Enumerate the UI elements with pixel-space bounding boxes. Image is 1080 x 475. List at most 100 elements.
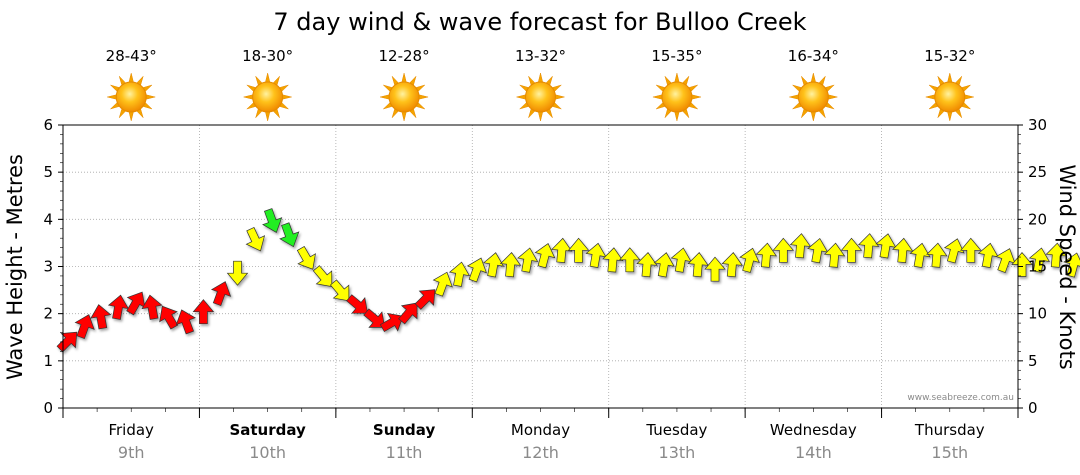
left-tick-label: 1 bbox=[43, 352, 53, 370]
wind-arrow bbox=[721, 252, 743, 278]
wind-arrow bbox=[346, 294, 369, 314]
left-axis-label: Wave Height - Metres bbox=[3, 154, 27, 380]
wind-arrow bbox=[517, 247, 539, 273]
wind-arrow bbox=[567, 237, 590, 263]
wind-arrow bbox=[414, 289, 436, 310]
wind-arrow bbox=[772, 237, 795, 263]
wind-arrow bbox=[857, 233, 880, 259]
right-tick-label: 25 bbox=[1028, 163, 1047, 181]
wind-arrow bbox=[704, 256, 726, 282]
wind-arrow bbox=[739, 247, 760, 273]
wind-arrow bbox=[755, 242, 778, 268]
wind-arrow bbox=[1045, 242, 1067, 268]
wind-arrow bbox=[602, 247, 624, 273]
wind-arrow bbox=[960, 237, 982, 263]
wind-arrow bbox=[126, 291, 146, 316]
day-name: Wednesday bbox=[770, 421, 857, 439]
wind-arrow bbox=[1011, 251, 1033, 277]
right-tick-label: 15 bbox=[1028, 258, 1047, 276]
wind-arrow bbox=[840, 237, 863, 263]
left-tick-label: 4 bbox=[43, 210, 53, 228]
wind-arrow bbox=[1063, 252, 1080, 278]
wind-arrow bbox=[90, 304, 112, 330]
wind-arrow bbox=[977, 242, 999, 269]
wind-arrow bbox=[551, 237, 573, 263]
watermark: www.seabreeze.com.au bbox=[907, 393, 1014, 403]
wind-arrow bbox=[807, 237, 829, 264]
day-temperature: 12-28° bbox=[379, 47, 430, 65]
wind-arrow bbox=[192, 299, 215, 325]
left-tick-label: 0 bbox=[43, 399, 53, 417]
wind-arrow bbox=[175, 309, 196, 335]
wind-arrow bbox=[398, 302, 418, 325]
day-temperature: 28-43° bbox=[106, 47, 157, 65]
wind-arrow bbox=[636, 252, 658, 278]
right-tick-label: 0 bbox=[1028, 399, 1038, 417]
wind-arrow bbox=[379, 312, 404, 333]
wind-arrow bbox=[789, 233, 812, 259]
wind-arrow bbox=[1028, 247, 1050, 273]
right-axis-ticks: 0 5 10 15 20 25 30 bbox=[1018, 116, 1047, 417]
chart-title: 7 day wind & wave forecast for Bulloo Cr… bbox=[273, 8, 806, 36]
right-tick-label: 20 bbox=[1028, 210, 1047, 228]
day-name: Sunday bbox=[373, 421, 436, 439]
sun-icon bbox=[789, 72, 838, 122]
wind-arrow bbox=[329, 279, 350, 302]
wind-arrow bbox=[585, 242, 607, 269]
wind-arrow bbox=[909, 242, 931, 269]
day-date: 14th bbox=[795, 443, 832, 462]
wind-arrow bbox=[466, 257, 487, 283]
left-tick-label: 2 bbox=[43, 305, 53, 323]
wind-arrow bbox=[363, 308, 386, 328]
sun-icon bbox=[243, 72, 292, 122]
day-date: 11th bbox=[386, 443, 423, 462]
wind-arrow bbox=[653, 252, 675, 278]
wind-arrow bbox=[279, 222, 300, 248]
bottom-axis: Friday 9th Saturday 10th Sunday 11th Monday 12t… bbox=[62, 408, 1019, 462]
wind-arrow bbox=[687, 252, 709, 278]
day-temperature-row: 28-43° 18-30° 12-28° 13-32° 15-35° 16-34° 15-3… bbox=[106, 47, 975, 122]
wind-arrow bbox=[534, 243, 556, 269]
day-date: 13th bbox=[659, 443, 696, 462]
sun-icon bbox=[380, 72, 429, 122]
right-tick-label: 5 bbox=[1028, 352, 1038, 370]
sun-icon bbox=[107, 72, 156, 122]
day-temperature: 15-35° bbox=[651, 47, 702, 65]
left-tick-label: 3 bbox=[43, 258, 53, 276]
sun-icon bbox=[925, 72, 974, 122]
wind-arrow bbox=[926, 242, 948, 268]
wind-arrow bbox=[670, 247, 692, 273]
wind-arrow bbox=[141, 294, 163, 320]
wind-arrow bbox=[296, 245, 316, 270]
wind-arrow bbox=[312, 265, 333, 288]
day-name: Friday bbox=[108, 421, 154, 439]
day-name: Tuesday bbox=[645, 421, 707, 439]
day-name: Saturday bbox=[229, 421, 306, 439]
wind-arrow bbox=[107, 294, 130, 320]
wind-arrow bbox=[210, 281, 232, 307]
left-tick-label: 5 bbox=[43, 163, 53, 181]
wind-arrow bbox=[943, 238, 965, 264]
wind-arrow bbox=[226, 260, 249, 286]
wind-arrow bbox=[432, 271, 453, 297]
left-tick-label: 6 bbox=[43, 116, 53, 134]
day-temperature: 15-32° bbox=[924, 47, 975, 65]
day-name: Monday bbox=[511, 421, 570, 439]
wind-arrow-series bbox=[56, 208, 1080, 353]
wind-arrow bbox=[262, 208, 283, 233]
day-date: 12th bbox=[522, 443, 559, 462]
day-date: 9th bbox=[118, 443, 145, 462]
day-temperature: 18-30° bbox=[242, 47, 293, 65]
day-date: 15th bbox=[931, 443, 968, 462]
wind-arrow bbox=[499, 252, 522, 278]
sun-icon bbox=[516, 72, 565, 122]
wind-arrow bbox=[56, 331, 78, 353]
day-temperature: 16-34° bbox=[788, 47, 839, 65]
day-temperature: 13-32° bbox=[515, 47, 566, 65]
wind-arrow bbox=[995, 248, 1016, 274]
right-axis-label: Wind Speed - Knots bbox=[1055, 164, 1079, 369]
right-tick-label: 30 bbox=[1028, 116, 1047, 134]
day-date: 10th bbox=[249, 443, 286, 462]
wind-arrow bbox=[483, 252, 505, 278]
